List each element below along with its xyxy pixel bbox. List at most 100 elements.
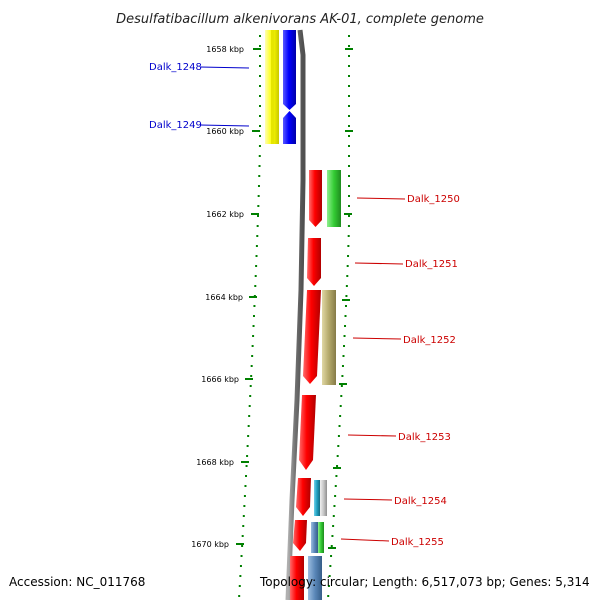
gene-label-1252[interactable]: Dalk_1252: [403, 335, 456, 346]
minor-tick: [249, 385, 252, 387]
gene-Dalk_1252[interactable]: [303, 290, 336, 385]
gene-arrow-red-1251: [307, 238, 321, 286]
minor-tick: [247, 435, 250, 437]
minor-tick: [257, 215, 260, 217]
minor-tick: [259, 35, 261, 37]
gene-Dalk_1251[interactable]: [307, 238, 321, 286]
minor-tick: [336, 455, 339, 457]
minor-tick: [348, 155, 350, 157]
minor-tick: [330, 545, 333, 547]
gene-Dalk_1248[interactable]: [265, 30, 296, 144]
gene-bar-steel-partial: [308, 556, 322, 600]
leader-line-1253: [347, 434, 397, 437]
minor-tick: [340, 395, 343, 397]
gene-arrow-red-1253: [299, 395, 316, 470]
gene-arrow-red-1255: [293, 520, 307, 551]
minor-tick: [348, 185, 350, 187]
tick-label-1662: 1662 kbp: [206, 210, 244, 219]
leader-line-1252: [352, 337, 402, 340]
minor-tick: [348, 175, 350, 177]
minor-tick: [348, 115, 350, 117]
minor-tick: [332, 525, 335, 527]
minor-tick: [348, 215, 350, 217]
minor-tick: [327, 595, 330, 597]
leader-line-1254: [343, 498, 393, 501]
gene-arrow-red-1254: [296, 478, 311, 516]
gene-label-1255[interactable]: Dalk_1255: [391, 537, 444, 548]
minor-tick: [256, 235, 259, 237]
minor-tick: [245, 465, 248, 467]
minor-tick: [342, 355, 345, 357]
minor-tick: [329, 565, 332, 567]
minor-tick: [345, 285, 348, 287]
gene-label-1251[interactable]: Dalk_1251: [405, 259, 458, 270]
gene-arrow-red-1250: [309, 170, 322, 227]
minor-tick: [348, 55, 350, 57]
minor-tick: [256, 225, 259, 227]
minor-tick: [348, 165, 350, 167]
leader-line-1255: [340, 538, 390, 542]
minor-tick: [343, 335, 346, 337]
gene-bar-steel-1255: [311, 522, 318, 553]
minor-tick: [245, 475, 248, 477]
gene-Dalk_1254[interactable]: [296, 478, 327, 516]
minor-tick: [246, 445, 249, 447]
gene-label-1249[interactable]: Dalk_1249: [149, 120, 202, 131]
minor-tick: [341, 375, 344, 377]
minor-tick: [348, 95, 350, 97]
minor-tick: [241, 535, 244, 537]
minor-tick: [259, 135, 261, 137]
gene-bar-green-1255: [318, 522, 324, 553]
tick-label-1660: 1660 kbp: [206, 127, 244, 136]
minor-tick: [250, 375, 253, 377]
gene-label-1250[interactable]: Dalk_1250: [407, 194, 460, 205]
minor-tick: [258, 175, 261, 177]
minor-tick: [345, 295, 348, 297]
leader-lines-right: [340, 197, 406, 542]
minor-tick: [259, 105, 261, 107]
minor-tick: [259, 125, 261, 127]
minor-tick: [242, 515, 245, 517]
gene-Dalk_1255[interactable]: [293, 520, 324, 553]
gene-Dalk_1250[interactable]: [309, 170, 341, 227]
minor-tick: [238, 595, 241, 597]
minor-tick: [259, 55, 261, 57]
minor-tick: [251, 355, 254, 357]
minor-tick: [341, 365, 344, 367]
gene-bar-red-partial: [290, 556, 304, 600]
minor-tick: [344, 325, 347, 327]
gene-arrow-red-1252: [303, 290, 321, 384]
minor-tick: [339, 405, 342, 407]
gene-Dalk_1253[interactable]: [299, 395, 316, 470]
minor-tick: [259, 75, 261, 77]
gene-next-partial[interactable]: [290, 556, 322, 600]
minor-tick: [344, 305, 347, 307]
minor-tick: [328, 575, 331, 577]
minor-tick: [333, 505, 336, 507]
minor-tick: [348, 105, 350, 107]
gene-bar-teal-1254: [314, 480, 320, 516]
minor-tick: [255, 245, 258, 247]
gene-bar-green-1250: [327, 170, 341, 227]
gene-arrow-blue-1249: [283, 111, 296, 144]
gene-label-1254[interactable]: Dalk_1254: [394, 496, 447, 507]
minor-tick: [334, 495, 337, 497]
minor-tick: [240, 555, 243, 557]
minor-tick: [340, 385, 343, 387]
minor-tick: [336, 465, 339, 467]
minor-tick: [238, 585, 241, 587]
gene-bar-grey-1254: [320, 480, 327, 516]
minor-tick: [252, 325, 255, 327]
gene-Dalk_1249[interactable]: [283, 111, 296, 144]
minor-tick: [347, 225, 350, 227]
minor-tick: [348, 85, 350, 87]
minor-tick: [331, 535, 334, 537]
minor-tick: [259, 95, 261, 97]
minor-tick: [258, 155, 261, 157]
tick-label-1664: 1664 kbp: [205, 293, 243, 302]
minor-tick: [338, 425, 341, 427]
gene-label-1253[interactable]: Dalk_1253: [398, 432, 451, 443]
gene-label-1248[interactable]: Dalk_1248: [149, 62, 202, 73]
minor-tick: [347, 245, 350, 247]
